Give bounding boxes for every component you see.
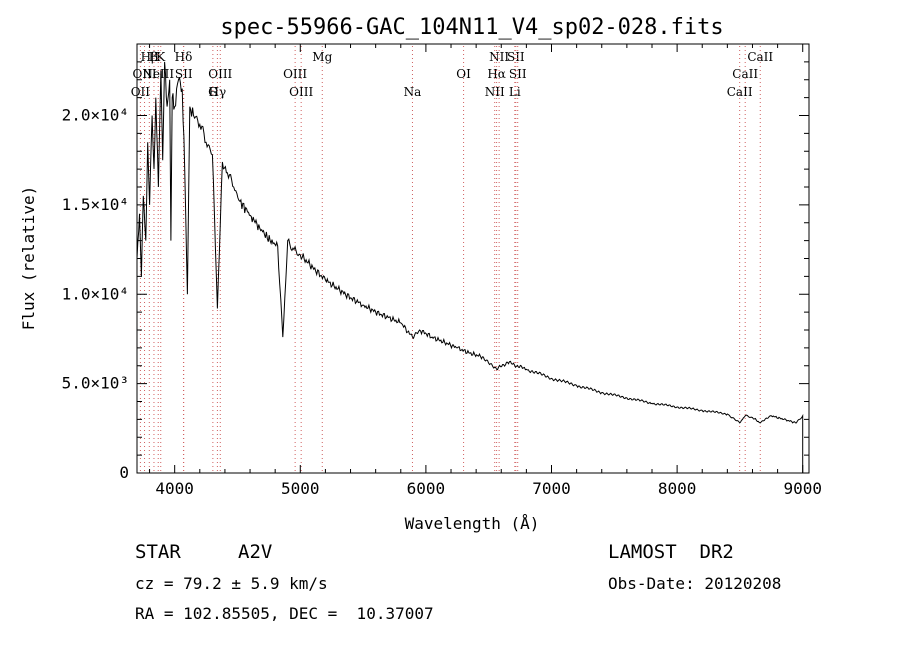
y-tick-label: 2.0×10⁴ bbox=[62, 106, 129, 125]
x-tick-label: 7000 bbox=[532, 479, 571, 498]
object-class: STAR bbox=[135, 541, 181, 563]
survey-label: LAMOST DR2 bbox=[608, 541, 734, 563]
spectral-line-label: Hβ bbox=[141, 50, 158, 64]
spectral-line-label: Na bbox=[404, 85, 422, 99]
x-tick-label: 9000 bbox=[783, 479, 822, 498]
spectral-line-label: NeIII bbox=[142, 67, 174, 81]
y-tick-label: 5.0×10³ bbox=[62, 374, 129, 393]
spectral-line-label: OIII bbox=[283, 67, 307, 81]
spectral-line-label: SII bbox=[507, 50, 525, 64]
spectral-line-label: CaII bbox=[732, 67, 758, 81]
spectral-line-label: CaII bbox=[727, 85, 753, 99]
y-tick-label: 1.5×10⁴ bbox=[62, 195, 129, 214]
redshift-velocity: cz = 79.2 ± 5.9 km/s bbox=[135, 574, 328, 593]
coordinates: RA = 102.85505, DEC = 10.37007 bbox=[135, 604, 434, 623]
x-tick-label: 6000 bbox=[407, 479, 446, 498]
spectral-line-label: OIII bbox=[289, 85, 313, 99]
spectral-line-label: OII bbox=[131, 85, 151, 99]
spectral-line-label: SII bbox=[509, 67, 527, 81]
spectral-line-label: Hδ bbox=[175, 50, 193, 64]
x-tick-label: 5000 bbox=[281, 479, 320, 498]
spectral-line-label: Hγ bbox=[209, 85, 227, 99]
spectral-line-label: Hα bbox=[487, 67, 506, 81]
chart-title: spec-55966-GAC_104N11_V4_sp02-028.fits bbox=[220, 15, 723, 40]
observation-date: Obs-Date: 20120208 bbox=[608, 574, 782, 593]
x-tick-label: 4000 bbox=[155, 479, 194, 498]
spectral-line-label: NII bbox=[485, 85, 505, 99]
plot-frame bbox=[136, 43, 810, 474]
x-tick-label: 8000 bbox=[658, 479, 697, 498]
spectrum-series bbox=[136, 61, 804, 473]
spectral-line-label: OIII bbox=[208, 67, 232, 81]
y-tick-label: 1.0×10⁴ bbox=[62, 284, 129, 303]
spectral-line-label: Mg bbox=[312, 50, 332, 64]
y-tick-label: 0 bbox=[119, 463, 129, 482]
x-axis-label: Wavelength (Å) bbox=[405, 514, 540, 533]
spectral-line-label: K bbox=[156, 50, 166, 64]
spectral-line-label: G bbox=[208, 85, 218, 99]
spectral-line-label: OI bbox=[456, 67, 471, 81]
spectral-line-label: Li bbox=[509, 85, 521, 99]
spectral-line-label: CaII bbox=[747, 50, 773, 64]
y-axis-label: Flux (relative) bbox=[19, 186, 38, 331]
axis-ticks-layer: 4000 5000 6000 7000 8000 9000 0 5.0×10³ 1.0×10⁴ 1… bbox=[62, 44, 822, 498]
object-subclass: A2V bbox=[238, 541, 273, 563]
spectral-line-label: SII bbox=[175, 67, 193, 81]
spectral-line-label: OIII bbox=[133, 67, 157, 81]
spectral-line-label: NII bbox=[489, 50, 509, 64]
spectral-line-label: H bbox=[149, 50, 159, 64]
